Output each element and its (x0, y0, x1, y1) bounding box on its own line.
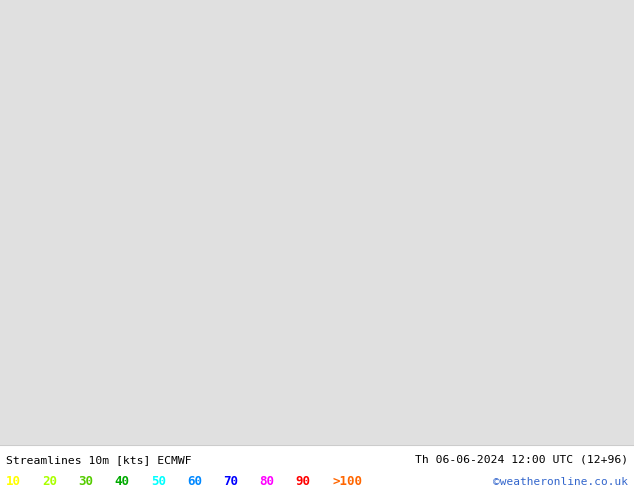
Text: ©weatheronline.co.uk: ©weatheronline.co.uk (493, 477, 628, 487)
Text: 70: 70 (223, 475, 238, 489)
Text: >100: >100 (333, 475, 363, 489)
Text: 80: 80 (259, 475, 275, 489)
Text: 40: 40 (115, 475, 130, 489)
Text: Streamlines 10m [kts] ECMWF: Streamlines 10m [kts] ECMWF (6, 455, 192, 465)
Text: 30: 30 (79, 475, 94, 489)
Text: 20: 20 (42, 475, 58, 489)
Text: Th 06-06-2024 12:00 UTC (12+96): Th 06-06-2024 12:00 UTC (12+96) (415, 455, 628, 465)
Text: 90: 90 (295, 475, 311, 489)
Text: 10: 10 (6, 475, 22, 489)
Text: 60: 60 (187, 475, 202, 489)
Text: 50: 50 (151, 475, 166, 489)
